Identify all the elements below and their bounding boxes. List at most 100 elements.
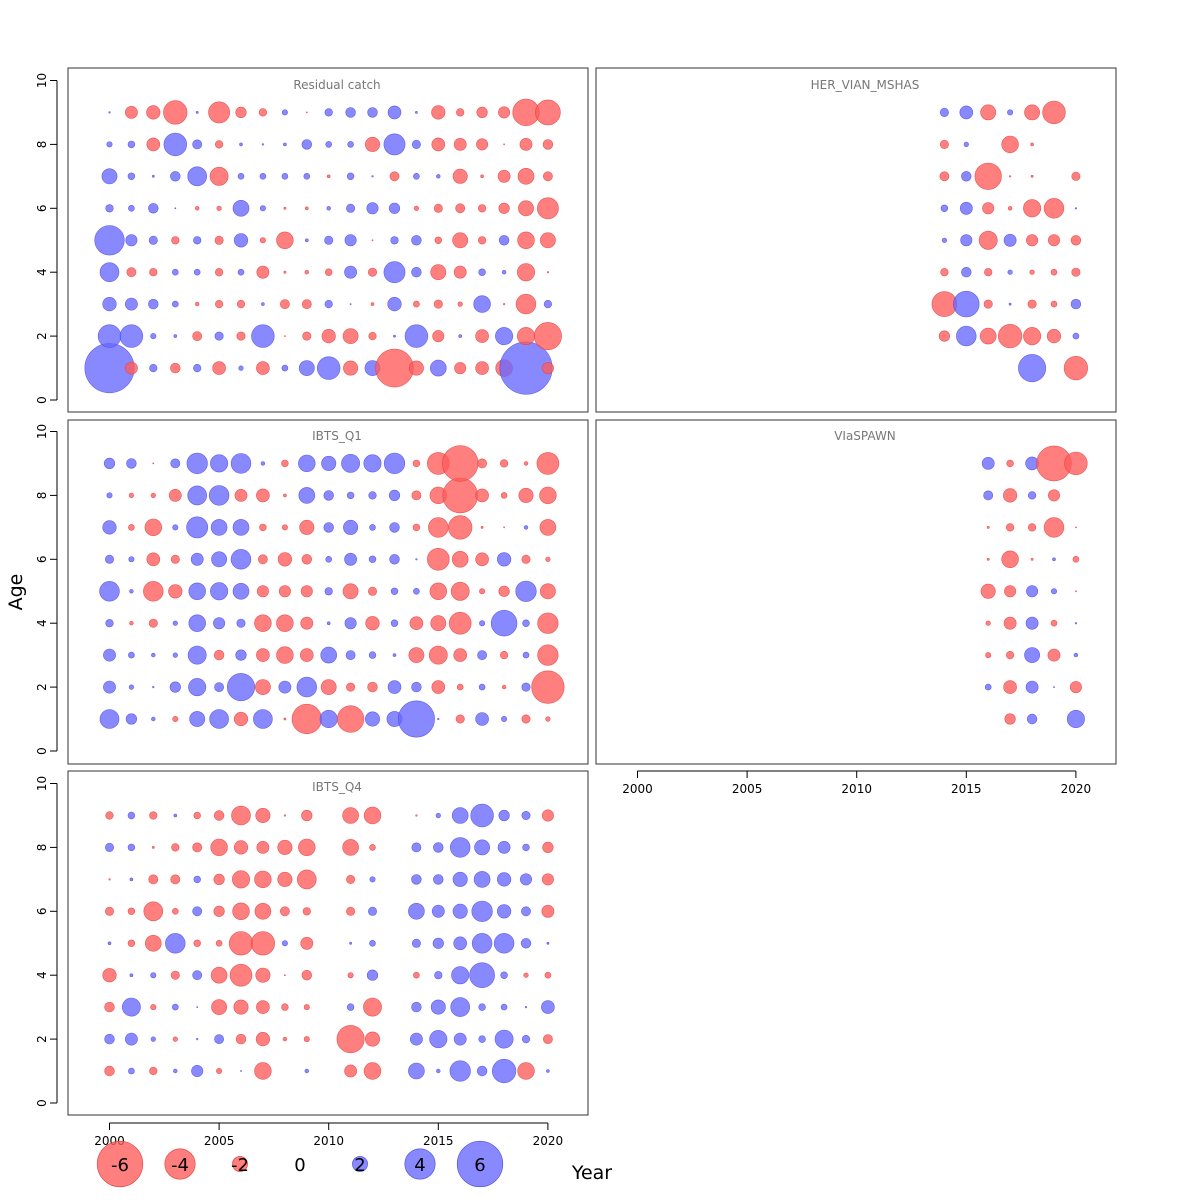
panel-frame [67,67,589,413]
residual-bubble [165,933,186,954]
residual-bubble [144,518,163,537]
residual-bubble [342,807,359,824]
residual-bubble [324,108,333,117]
residual-bubble [539,486,557,505]
residual-bubble [1072,555,1080,563]
residual-bubble [451,807,469,824]
residual-bubble [256,1000,270,1014]
residual-bubble [1018,354,1047,383]
residual-bubble [497,169,511,183]
panel-her-vian-mshas: HER_VIAN_MSHAS [595,67,1117,413]
residual-bubble [500,1003,508,1011]
residual-bubble [479,620,486,627]
legend-label: -6 [111,1155,129,1176]
residual-bubble [150,1004,157,1011]
y-tick-label: 10 [35,776,49,791]
residual-bubble [985,652,992,659]
residual-bubble [415,558,418,561]
residual-bubble [209,166,229,186]
size-legend: -6 -4 -2 0 2 4 6 [96,1140,504,1188]
residual-bubble [478,1035,486,1043]
residual-bubble [173,334,178,338]
residual-bubble [545,556,551,562]
residual-bubble [150,1036,156,1042]
residual-bubble [503,143,506,146]
residual-bubble [521,906,531,917]
residual-bubble [518,200,534,217]
residual-bubble [336,1025,365,1054]
residual-bubble [473,871,491,888]
residual-bubble [172,1036,178,1042]
residual-bubble [278,585,291,598]
residual-bubble [1043,517,1065,538]
residual-bubble [128,556,135,563]
residual-bubble [480,526,484,529]
residual-bubble [173,813,178,818]
residual-bubble [126,458,137,469]
residual-bubble [517,1062,535,1080]
residual-bubble [143,901,164,922]
residual-bubble [254,679,271,695]
residual-bubble [211,999,227,1015]
residual-bubble [151,716,156,722]
residual-bubble [300,585,313,598]
residual-bubble [344,234,357,247]
residual-bubble [346,1003,355,1011]
residual-bubble [128,492,134,499]
residual-bubble [299,648,314,662]
residual-bubble [503,526,506,529]
x-tick-label: 2020 [533,1134,564,1148]
residual-bubble [187,485,207,506]
residual-bubble [276,646,294,664]
residual-bubble [193,875,201,884]
y-tick-label: 10 [35,73,49,88]
residual-bubble [214,1034,224,1044]
residual-bubble [256,265,270,279]
residual-bubble [188,582,206,600]
residual-bubble [409,616,424,631]
residual-bubble [261,143,265,146]
residual-bubble [471,933,493,954]
y-tick-label: 4 [35,619,49,627]
residual-bubble [448,515,473,540]
panel-frame [595,67,1117,413]
residual-bubble [437,717,440,721]
residual-bubble [490,609,518,637]
residual-bubble [1070,298,1082,310]
residual-bubble [449,1060,471,1082]
residual-bubble [195,111,199,114]
residual-bubble [298,454,316,473]
residual-bubble [193,236,202,245]
residual-bubble [1052,557,1056,562]
residual-bubble [363,806,382,825]
residual-bubble [963,141,969,147]
residual-bubble [302,331,312,341]
residual-bubble [431,904,445,918]
residual-bubble [235,649,247,661]
residual-bubble [981,456,995,470]
residual-bubble [257,554,268,565]
panel-frame [67,770,589,1116]
residual-bubble [210,519,228,536]
residual-bubble [524,1005,528,1009]
residual-bubble [345,650,356,660]
residual-bubble [436,174,441,179]
residual-bubble [301,554,312,565]
residual-bubble [478,204,487,213]
residual-bubble [282,1036,288,1042]
residual-bubble [1007,269,1013,275]
residual-bubble [413,205,420,211]
residual-bubble [304,1068,309,1074]
residual-bubble [349,303,352,306]
y-tick-label: 6 [35,555,49,563]
residual-bubble [148,874,159,885]
residual-bubble [129,620,134,626]
residual-bubble [1074,207,1077,210]
residual-bubble [1050,300,1058,308]
residual-bubble [516,263,535,282]
residual-bubble [541,904,555,918]
residual-bubble [392,653,397,657]
residual-bubble [428,517,449,538]
residual-bubble [413,173,420,180]
residual-bubble [535,99,561,126]
